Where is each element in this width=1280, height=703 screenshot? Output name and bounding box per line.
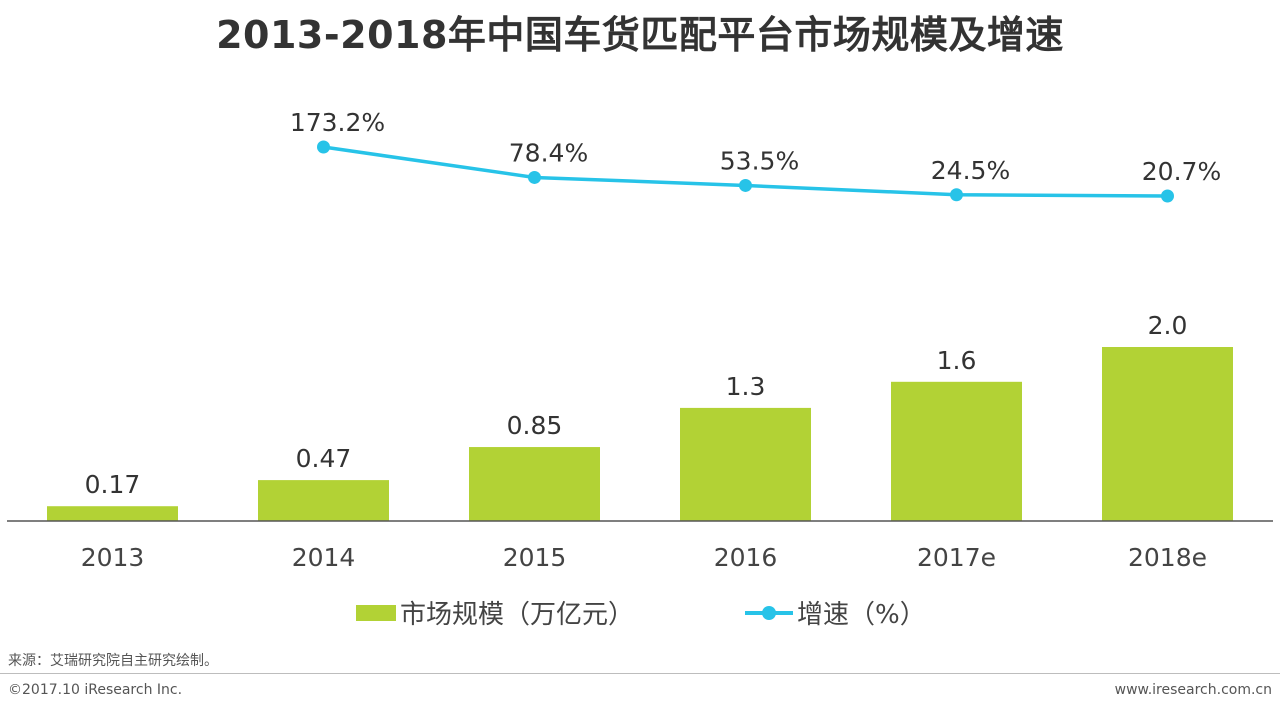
bar-2014 xyxy=(258,480,389,521)
growth-point-2014 xyxy=(317,140,330,154)
website-link[interactable]: www.iresearch.com.cn xyxy=(1114,682,1272,698)
bar-value-label: 2.0 xyxy=(1148,311,1188,340)
legend-bar-swatch xyxy=(356,604,396,621)
x-tick-label: 2017e xyxy=(917,543,996,572)
bar-2018e xyxy=(1102,347,1233,521)
legend-item-growth: 增速（%） xyxy=(745,594,926,631)
bar-2016 xyxy=(680,407,811,521)
footer-divider xyxy=(0,673,1280,674)
bar-series xyxy=(47,347,1233,521)
growth-point-2018e xyxy=(1161,189,1174,203)
growth-value-label: 78.4% xyxy=(509,138,588,167)
growth-point-2015 xyxy=(528,170,541,184)
bar-value-label: 0.17 xyxy=(85,470,141,499)
chart-title: 2013-2018年中国车货匹配平台市场规模及增速 xyxy=(216,13,1064,57)
chart-canvas: 0.170.470.851.31.62.0 2013 2014 2015 2016 20… xyxy=(7,108,1273,572)
bar-value-labels: 0.17 0.47 0.85 1.3 1.6 2.0 xyxy=(85,311,1188,499)
bar-value-label: 0.47 xyxy=(296,444,352,473)
x-tick-label: 2015 xyxy=(503,543,567,572)
bar-2013 xyxy=(47,506,178,521)
growth-point-2017e xyxy=(950,188,963,202)
growth-value-labels: 173.2% 78.4% 53.5% 24.5% 20.7% xyxy=(290,108,1221,186)
growth-line-series xyxy=(317,140,1174,203)
x-tick-label: 2013 xyxy=(81,543,145,572)
source-note: 来源：艾瑞研究院自主研究绘制。 xyxy=(8,653,218,669)
copyright-text: ©2017.10 iResearch Inc. xyxy=(8,682,183,698)
bar-value-label: 1.6 xyxy=(937,346,977,375)
growth-point-2016 xyxy=(739,178,752,192)
legend: 市场规模（万亿元） 增速（%） xyxy=(0,594,1280,630)
bar-value-label: 0.85 xyxy=(507,411,563,440)
bar-2015 xyxy=(469,447,600,521)
legend-line-swatch xyxy=(745,603,793,623)
bar-2017e xyxy=(891,381,1022,521)
legend-item-market-size: 市场规模（万亿元） xyxy=(356,594,634,631)
growth-value-label: 24.5% xyxy=(931,156,1010,185)
x-tick-label: 2014 xyxy=(292,543,356,572)
growth-value-label: 53.5% xyxy=(720,146,799,175)
x-tick-label: 2016 xyxy=(714,543,778,572)
bar-value-label: 1.3 xyxy=(726,372,766,401)
legend-label-market-size: 市场规模（万亿元） xyxy=(400,600,635,630)
growth-value-label: 20.7% xyxy=(1142,157,1221,186)
x-axis-tick-labels: 2013 2014 2015 2016 2017e 2018e xyxy=(81,543,1207,572)
legend-label-growth: 增速（%） xyxy=(797,600,926,630)
growth-value-label: 173.2% xyxy=(290,108,385,137)
x-tick-label: 2018e xyxy=(1128,543,1207,572)
